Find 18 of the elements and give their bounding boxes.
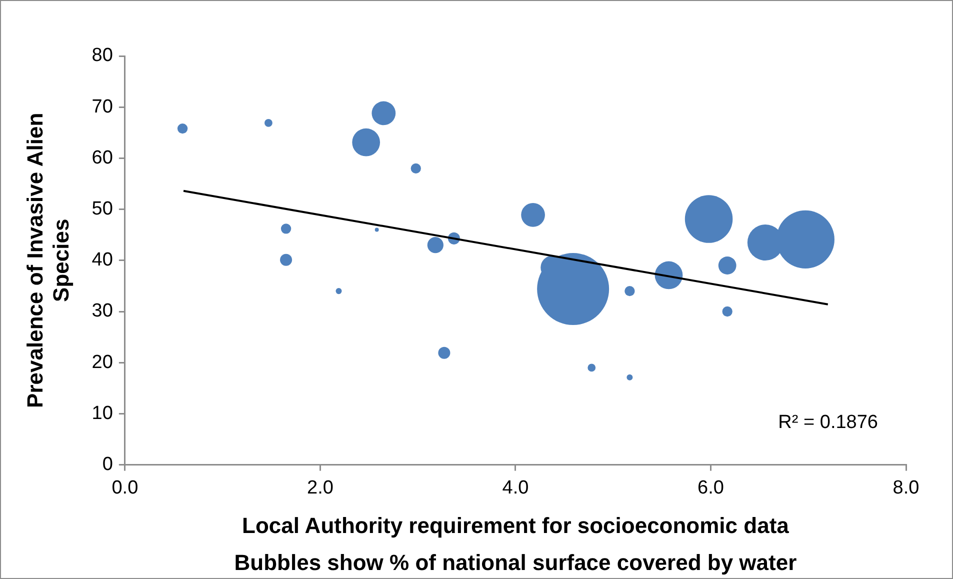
- x-tick-label: 0.0: [112, 477, 138, 498]
- y-tick-label: 50: [92, 198, 113, 220]
- x-tick-label: 2.0: [306, 477, 334, 498]
- y-tick-label: 0: [102, 454, 113, 476]
- y-tick-label: 70: [92, 96, 113, 118]
- y-tick-label: 20: [92, 352, 113, 373]
- text: Bubbles show % of national surface covered by water: [234, 550, 798, 575]
- y-tick-label: 80: [92, 45, 113, 66]
- x-axis-title: Local Authority requirement for socioeconomic data: [242, 512, 790, 538]
- y-tick-label: 40: [92, 250, 113, 271]
- y-axis-title: Prevalence of Invasive Alien Species: [22, 112, 74, 408]
- y-tick-label: 30: [92, 300, 113, 322]
- y-tick-label: 10: [92, 402, 113, 424]
- x-tick-label: 6.0: [698, 477, 724, 498]
- x-tick-label: 8.0: [892, 477, 920, 498]
- x-tick-label: 4.0: [502, 477, 529, 498]
- annotation: R² = 0.1876: [778, 412, 878, 434]
- y-tick-label: 60: [92, 147, 113, 168]
